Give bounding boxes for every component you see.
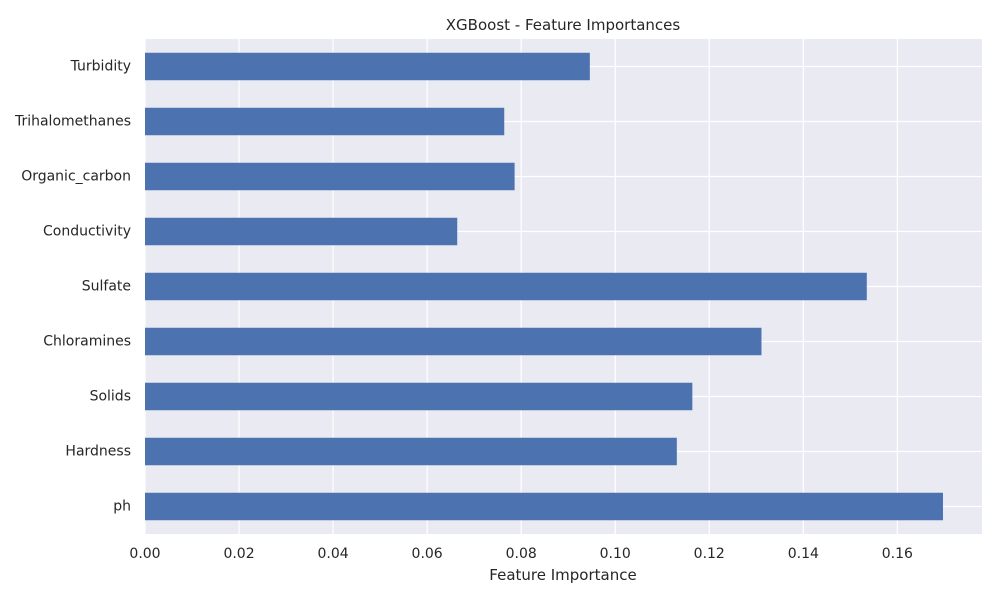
- x-tick-label: 0.06: [412, 546, 443, 562]
- y-tick-label: Organic_carbon: [21, 169, 131, 185]
- y-tick-label: Hardness: [65, 444, 131, 460]
- y-tick-label: Chloramines: [43, 334, 131, 350]
- y-tick-label: ph: [113, 499, 131, 515]
- bar-turbidity: [145, 52, 590, 81]
- x-tick-label: 0.10: [600, 546, 631, 562]
- x-axis-label: Feature Importance: [489, 566, 636, 584]
- x-tick-label: 0.12: [694, 546, 725, 562]
- bar-chloramines: [145, 327, 762, 356]
- y-tick-label: Turbidity: [70, 59, 131, 75]
- x-tick-label: 0.08: [506, 546, 537, 562]
- bar-sulfate: [145, 272, 867, 301]
- y-tick-label: Trihalomethanes: [14, 114, 131, 130]
- y-tick-labels: ph Hardness Solids Chloramines Sulfate Conduc…: [14, 59, 131, 515]
- bar-solids: [145, 382, 693, 411]
- y-tick-label: Sulfate: [82, 279, 131, 295]
- bar-ph: [145, 492, 943, 521]
- bar-trihalomethanes: [145, 107, 505, 136]
- x-tick-labels: 0.00 0.02 0.04 0.06 0.08 0.10 0.12 0.14 0.16: [129, 546, 913, 562]
- x-tick-label: 0.00: [129, 546, 160, 562]
- x-tick-label: 0.02: [223, 546, 254, 562]
- bars: [145, 52, 943, 521]
- y-tick-label: Solids: [90, 389, 131, 405]
- x-tick-label: 0.16: [882, 546, 913, 562]
- bar-conductivity: [145, 217, 458, 246]
- y-tick-label: Conductivity: [43, 224, 131, 240]
- x-tick-label: 0.14: [788, 546, 819, 562]
- chart-title: XGBoost - Feature Importances: [446, 16, 681, 34]
- bar-hardness: [145, 437, 677, 466]
- x-tick-label: 0.04: [318, 546, 349, 562]
- bar-organic-carbon: [145, 162, 515, 191]
